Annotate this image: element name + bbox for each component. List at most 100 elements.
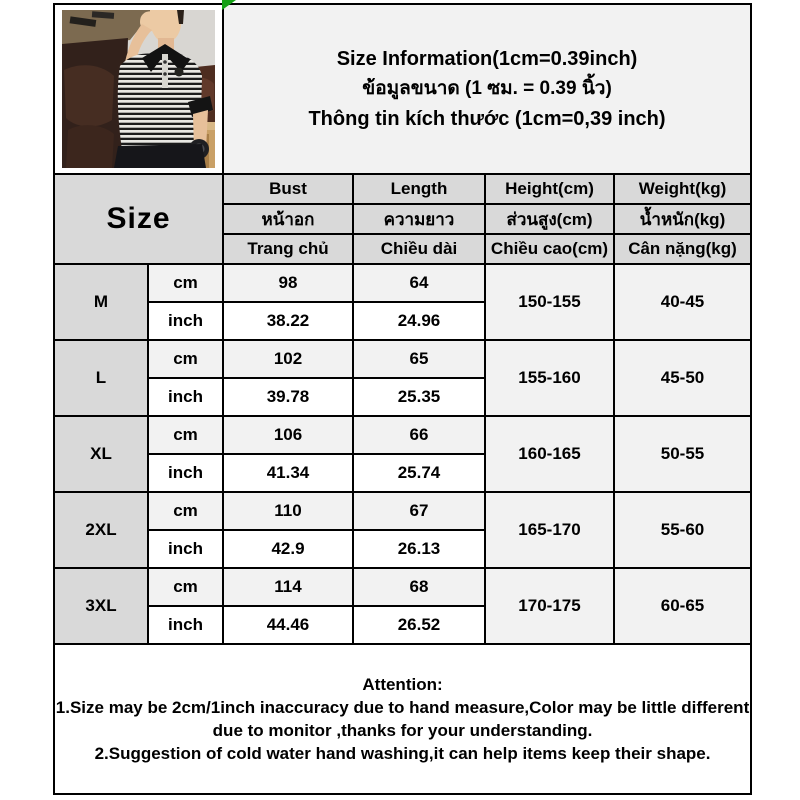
column-header-weight-en: Weight(kg): [612, 173, 753, 205]
column-header-length-th: ความยาว: [352, 203, 486, 235]
length-cm-value: 64: [352, 263, 486, 303]
unit-label: cm: [147, 415, 224, 455]
size-label: 3XL: [53, 567, 149, 645]
photo-title-row: Size Information(1cm=0.39inch) ข้อมูลขนา…: [53, 3, 753, 175]
length-cm-value: 65: [352, 339, 486, 379]
remote-control: [69, 16, 97, 27]
attention-row: Attention: 1.Size may be 2cm/1inch inacc…: [52, 643, 753, 795]
unit-label: cm: [147, 339, 224, 379]
weight-value: 55-60: [612, 491, 753, 569]
bust-inch-value: 41.34: [222, 453, 354, 493]
couch-cushion: [64, 65, 114, 127]
length-cm-value: 68: [352, 567, 486, 607]
column-header-height-vi: Chiều cao(cm): [484, 233, 615, 265]
black-pants: [114, 144, 206, 168]
column-header-weight-vi: Cân nặng(kg): [612, 233, 753, 265]
green-corner-marker: [222, 0, 236, 10]
unit-label: inch: [147, 377, 224, 417]
weight-value: 50-55: [612, 415, 753, 493]
table-row: inch 44.46 26.52: [54, 605, 751, 645]
size-label: XL: [53, 415, 149, 493]
attention-line: 1.Size may be 2cm/1inch inaccuracy due t…: [55, 698, 750, 717]
title-block: Size Information(1cm=0.39inch) ข้อมูลขนา…: [221, 3, 753, 175]
product-photo-cell: [53, 3, 224, 175]
bust-cm-value: 102: [222, 339, 354, 379]
bust-cm-value: 106: [222, 415, 354, 455]
bust-cm-value: 114: [222, 567, 354, 607]
length-inch-value: 24.96: [352, 301, 486, 341]
height-value: 170-175: [484, 567, 615, 645]
size-table: Size Information(1cm=0.39inch) ข้อมูลขนา…: [52, 3, 753, 795]
unit-label: cm: [147, 567, 224, 607]
polo-button: [163, 72, 167, 76]
header-row-th: หน้าอก ความยาว ส่วนสูง(cm) น้ำหนัก(kg): [54, 203, 753, 235]
size-label: L: [53, 339, 149, 417]
unit-label: cm: [147, 263, 224, 303]
attention-line: 2.Suggestion of cold water hand washing,…: [94, 744, 711, 763]
bust-cm-value: 110: [222, 491, 354, 531]
size-header-cell: Size: [53, 173, 224, 265]
striped-polo-shirt: [117, 53, 202, 150]
bust-cm-value: 98: [222, 263, 354, 303]
column-header-height-en: Height(cm): [484, 173, 615, 205]
length-cm-value: 66: [352, 415, 486, 455]
column-header-bust-en: Bust: [222, 173, 354, 205]
attention-line: due to monitor ,thanks for your understa…: [212, 721, 593, 740]
table-row: XL cm 106 66 160-165 50-55: [53, 415, 753, 493]
weight-value: 60-65: [612, 567, 753, 645]
chest-logo: [174, 67, 184, 77]
height-value: 155-160: [484, 339, 615, 417]
table-row: inch 38.22 24.96: [54, 301, 751, 341]
hair: [177, 10, 184, 24]
length-inch-value: 26.13: [352, 529, 486, 569]
header-row-vi: Trang chủ Chiều dài Chiều cao(cm) Cân nặ…: [54, 233, 753, 265]
table-row: 3XL cm 114 68 170-175 60-65: [53, 567, 753, 645]
length-inch-value: 25.35: [352, 377, 486, 417]
weight-value: 45-50: [612, 339, 753, 417]
size-label: 2XL: [53, 491, 149, 569]
unit-label: inch: [147, 453, 224, 493]
length-inch-value: 26.52: [352, 605, 486, 645]
size-title-vi: Thông tin kích thước (1cm=0,39 inch): [308, 108, 666, 130]
polo-collar: [142, 44, 190, 72]
unit-label: inch: [147, 301, 224, 341]
size-title-en: Size Information(1cm=0.39inch): [336, 48, 638, 70]
table-row: 2XL cm 110 67 165-170 55-60: [53, 491, 753, 569]
column-header-bust-vi: Trang chủ: [222, 233, 354, 265]
column-header-length-vi: Chiều dài: [352, 233, 486, 265]
bust-inch-value: 39.78: [222, 377, 354, 417]
unit-label: inch: [147, 605, 224, 645]
button-placket: [162, 54, 168, 88]
height-value: 150-155: [484, 263, 615, 341]
length-inch-value: 25.74: [352, 453, 486, 493]
polo-button: [163, 60, 167, 64]
remote-control-2: [91, 11, 115, 19]
size-label: M: [53, 263, 149, 341]
attention-section: Attention: 1.Size may be 2cm/1inch inacc…: [52, 643, 753, 795]
bust-inch-value: 38.22: [222, 301, 354, 341]
bust-inch-value: 44.46: [222, 605, 354, 645]
table-row: inch 42.9 26.13: [54, 529, 751, 569]
column-header-length-en: Length: [352, 173, 486, 205]
length-cm-value: 67: [352, 491, 486, 531]
product-photo: [56, 6, 221, 172]
height-value: 165-170: [484, 491, 615, 569]
size-chart-sheet: Size Information(1cm=0.39inch) ข้อมูลขนา…: [52, 3, 753, 795]
table-row: inch 39.78 25.35: [54, 377, 751, 417]
column-header-weight-th: น้ำหนัก(kg): [612, 203, 753, 235]
unit-label: inch: [147, 529, 224, 569]
table-row: L cm 102 65 155-160 45-50: [53, 339, 753, 417]
size-title-th: ข้อมูลขนาด (1 ซม. = 0.39 นิ้ว): [362, 78, 612, 99]
couch-arm: [66, 125, 114, 168]
table-row: inch 41.34 25.74: [54, 453, 751, 493]
weight-value: 40-45: [612, 263, 753, 341]
column-header-bust-th: หน้าอก: [222, 203, 354, 235]
unit-label: cm: [147, 491, 224, 531]
attention-heading: Attention:: [362, 675, 443, 694]
bust-inch-value: 42.9: [222, 529, 354, 569]
column-header-height-th: ส่วนสูง(cm): [484, 203, 615, 235]
product-photo-image: [62, 10, 215, 168]
header-row-en: Size Bust Length Height(cm) Weight(kg): [53, 173, 753, 265]
table-row: M cm 98 64 150-155 40-45: [53, 263, 753, 341]
